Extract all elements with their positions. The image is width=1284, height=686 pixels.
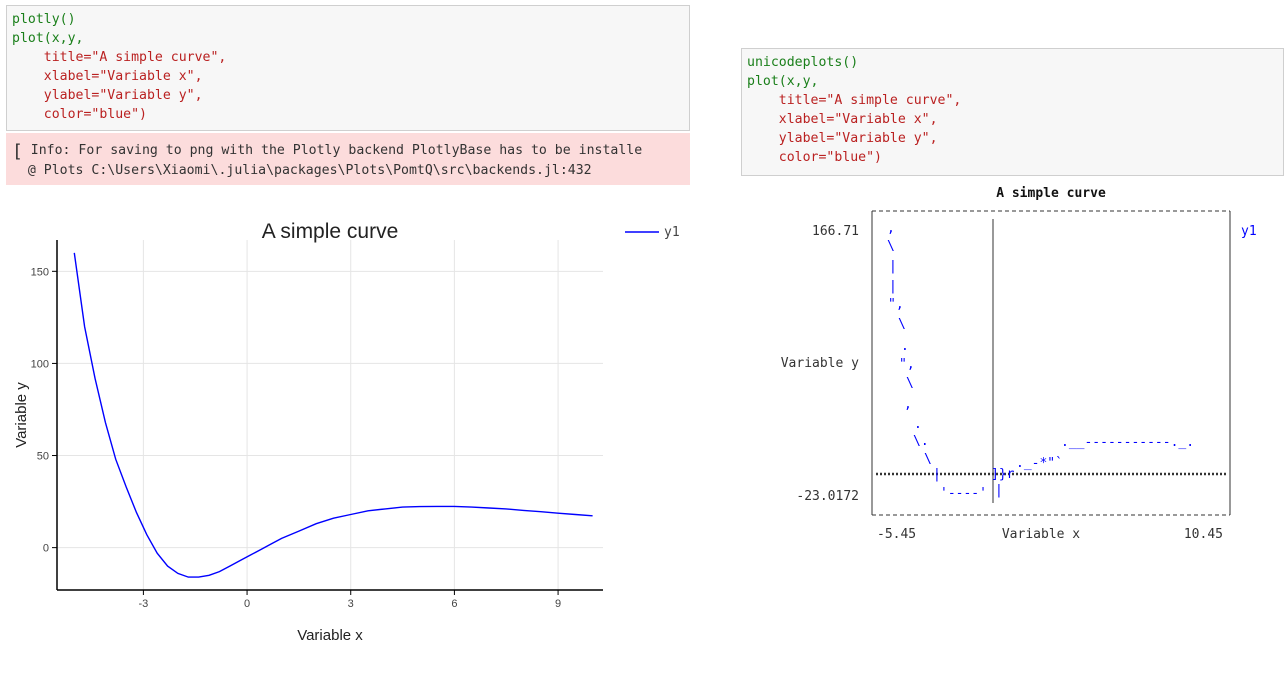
right-code-cell[interactable]: unicodeplots() plot(x,y, title="A simple…	[741, 48, 1284, 176]
unicode-curve-glyph: \.	[913, 434, 929, 449]
unicode-curve-glyph: |	[933, 467, 941, 482]
right-code-text: unicodeplots() plot(x,y, title="A simple…	[742, 49, 1283, 167]
x-axis-label: Variable x	[297, 627, 363, 644]
labels: -3 0 3 6 9 0 50 100 150 A simple curve Variable x V…	[13, 220, 680, 644]
unicode-xtick-right: 10.45	[1184, 527, 1223, 542]
plotly-chart-svg: -3 0 3 6 9 0 50 100 150 A simple curve Variable x V…	[13, 220, 680, 644]
unicode-ytick-bottom: -23.0172	[796, 489, 859, 504]
left-code-text: plotly() plot(x,y, title="A simple curve…	[7, 6, 689, 124]
code-line: plot(x,y,	[747, 74, 819, 89]
axes	[52, 240, 603, 595]
unicode-curve-glyph: ",	[899, 357, 915, 372]
code-line: plot(x,y,	[12, 31, 84, 46]
frame	[871, 210, 1231, 516]
unicode-ytick-top: 166.71	[812, 224, 859, 239]
unicode-chart-svg: ,\||",\.",\,.\.\|'----' |]}r._-*"`.__----…	[781, 186, 1257, 542]
code-line: title="A simple curve",	[12, 50, 227, 65]
info-line-1: Info: For saving to png with the Plotly …	[30, 143, 643, 158]
unicode-curve-glyph: .__-----------._.	[1061, 435, 1194, 450]
y-tick-label: 50	[37, 451, 49, 463]
code-line: ylabel="Variable y",	[747, 131, 938, 146]
code-line: ylabel="Variable y",	[12, 88, 203, 103]
unicode-curve-glyph: ,	[887, 221, 895, 236]
unicode-curve-glyph: \	[887, 239, 895, 254]
code-line: color="blue")	[747, 150, 882, 165]
unicode-chart[interactable]: , \ | | ", \. ", \,. \. \ | '----' |]}r ._-*"` .__----…	[741, 180, 1284, 550]
unicode-curve-glyph: \	[898, 317, 906, 332]
plotly-chart[interactable]: -3 0 3 6 9 0 50 100 150 A simple curve Variable x V…	[6, 205, 690, 665]
code-line: plotly()	[12, 12, 76, 27]
x-tick-label: 3	[348, 598, 354, 610]
unicode-xlabel: Variable x	[1002, 527, 1080, 542]
unicode-title: A simple curve	[996, 186, 1106, 201]
unicode-curve-glyph: .	[914, 417, 922, 432]
x-tick-label: 6	[451, 598, 457, 610]
unicode-curve-glyph: ]}r	[991, 467, 1015, 482]
code-line: color="blue")	[12, 107, 147, 122]
unicode-curve-glyph: .	[901, 339, 909, 354]
unicode-curve-glyph: ,	[904, 397, 912, 412]
x-tick-label: 9	[555, 598, 561, 610]
unicode-curve-glyph: '----'	[940, 486, 987, 501]
unicode-curve-glyph: |	[889, 279, 897, 294]
unicode-curve-glyph: |	[995, 483, 1003, 498]
x-tick-label: -3	[139, 598, 149, 610]
x-tick-label: 0	[244, 598, 250, 610]
y-tick-label: 150	[31, 266, 49, 278]
series: ,\||",\.",\,.\.\|'----' |]}r._-*"`.__----…	[887, 221, 1194, 501]
left-code-cell[interactable]: plotly() plot(x,y, title="A simple curve…	[6, 5, 690, 131]
unicode-legend-y1: y1	[1241, 224, 1257, 239]
unicode-ylabel: Variable y	[781, 356, 859, 371]
info-bracket-icon: [	[12, 141, 23, 162]
unicode-curve-glyph: \	[906, 376, 914, 391]
code-line: title="A simple curve",	[747, 93, 962, 108]
code-line: unicodeplots()	[747, 55, 859, 70]
unicode-curve-glyph: |	[889, 259, 897, 274]
code-line: xlabel="Variable x",	[747, 112, 938, 127]
code-line: xlabel="Variable x",	[12, 69, 203, 84]
y-tick-label: 100	[31, 358, 49, 370]
labels: A simple curve 166.71 -23.0172 Variable y -5…	[781, 186, 1257, 542]
unicode-curve-glyph: ",	[888, 297, 904, 312]
unicode-curve-glyph: ._-*"`	[1016, 456, 1063, 471]
series-line-y1	[73, 252, 593, 578]
legend-label-y1: y1	[664, 225, 680, 240]
series	[73, 252, 593, 578]
y-axis-label: Variable y	[13, 382, 30, 448]
grid	[57, 240, 603, 590]
y-tick-label: 0	[43, 543, 49, 555]
unicode-curve-glyph: \	[924, 452, 932, 467]
unicode-xtick-left: -5.45	[877, 527, 916, 542]
info-line-2: @ Plots C:\Users\Xiaomi\.julia\packages\…	[27, 163, 592, 178]
chart-title: A simple curve	[262, 220, 399, 243]
info-message: [ Info: For saving to png with the Plotl…	[6, 133, 690, 185]
